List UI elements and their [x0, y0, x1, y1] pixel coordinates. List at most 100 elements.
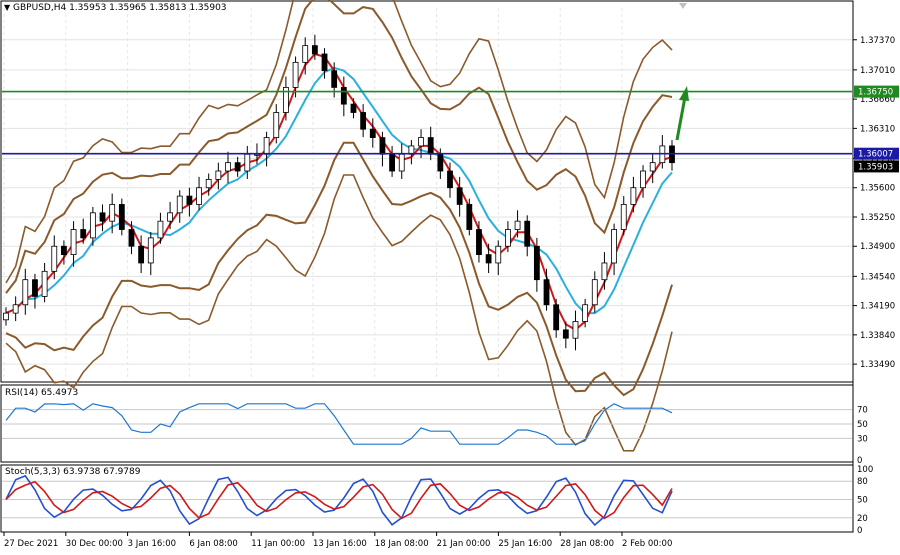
time-tick-label: 11 Jan 00:00 — [251, 539, 305, 549]
candles — [3, 34, 675, 351]
stoch-tick-label: 20 — [857, 514, 868, 524]
up-arrow-icon — [675, 86, 689, 141]
candle — [620, 196, 627, 236]
rsi-tick-label: 50 — [857, 420, 868, 430]
rsi-tick-label: 0 — [857, 456, 862, 466]
candle — [669, 140, 675, 171]
candle — [649, 154, 656, 184]
stoch-tick-label: 100 — [857, 465, 873, 475]
candle — [51, 235, 58, 280]
time-tick-label: 28 Jan 08:00 — [560, 539, 614, 549]
candle — [582, 298, 589, 328]
candle — [176, 190, 183, 223]
candle — [360, 104, 367, 138]
time-tick-label: 25 Jan 16:00 — [498, 539, 552, 549]
candle — [215, 162, 222, 190]
candle — [70, 221, 77, 267]
time-tick-label: 30 Dec 00:00 — [66, 539, 123, 549]
candle — [186, 187, 193, 217]
candle — [302, 37, 309, 75]
candle — [273, 104, 280, 144]
stoch-tick-label: 50 — [857, 496, 868, 506]
candle — [41, 262, 48, 303]
candle — [466, 198, 473, 236]
symbol-timeframe: GBPUSD,H4 — [13, 3, 67, 13]
time-tick-label: 27 Dec 2021 — [4, 539, 58, 549]
price-tick-label: 1.37010 — [860, 66, 895, 76]
candle — [505, 221, 511, 253]
rsi-tick-label: 70 — [857, 406, 868, 416]
candle — [321, 48, 328, 79]
candle — [408, 140, 415, 165]
candle — [283, 76, 289, 121]
candle — [398, 143, 405, 179]
candle — [601, 252, 608, 290]
price-tick-label: 1.37370 — [860, 36, 895, 46]
price-tick-label: 1.35250 — [860, 213, 895, 223]
candle — [640, 165, 646, 198]
stoch-label: Stoch(5,3,3) 63.9738 67.9789 — [5, 467, 141, 477]
svg-text:1.35903: 1.35903 — [858, 162, 893, 172]
bollinger-bands — [5, 0, 673, 452]
candle — [118, 198, 125, 236]
candle — [340, 76, 347, 117]
time-tick-label: 6 Jan 08:00 — [189, 539, 237, 549]
shift-marker-icon[interactable] — [679, 3, 687, 9]
candle — [80, 218, 87, 244]
candle — [476, 221, 482, 263]
candle — [22, 268, 29, 315]
candle — [205, 173, 212, 196]
price-tick-label: 1.34190 — [860, 302, 895, 312]
stoch-d-line — [5, 480, 673, 520]
candle — [427, 126, 434, 161]
candle — [611, 223, 617, 276]
candle — [225, 151, 231, 184]
bollinger-upper-band — [5, 0, 673, 294]
stoch-tick-label: 0 — [857, 526, 862, 536]
candle — [109, 193, 116, 234]
rsi-line — [5, 403, 673, 445]
time-tick-label: 21 Jan 00:00 — [437, 539, 491, 549]
candle — [485, 243, 492, 273]
candle — [89, 206, 96, 246]
candle — [553, 298, 560, 338]
candle — [244, 145, 251, 179]
candle — [543, 268, 550, 311]
grid — [2, 8, 852, 380]
time-tick-label: 3 Jan 16:00 — [128, 539, 176, 549]
candle — [524, 215, 531, 257]
candle — [447, 162, 453, 198]
main-pane-frame — [0, 0, 854, 383]
candle — [495, 240, 502, 276]
time-tick-label: 18 Jan 08:00 — [375, 539, 429, 549]
bollinger-outer-lower — [5, 174, 673, 452]
rsi-tick-label: 30 — [857, 434, 868, 444]
price-badge: 1.36750 — [854, 85, 899, 98]
price-tick-label: 1.36660 — [860, 95, 895, 105]
price-axis: 1.373701.370101.366601.363101.359501.356… — [853, 36, 899, 370]
price-tick-label: 1.33490 — [860, 360, 895, 370]
price-tick-label: 1.33840 — [860, 331, 895, 341]
horizontal-lines — [2, 90, 852, 155]
price-tick-label: 1.35600 — [860, 184, 895, 194]
candle — [456, 176, 463, 217]
time-tick-label: 2 Feb 00:00 — [622, 539, 672, 549]
candle — [591, 271, 598, 313]
candle — [167, 201, 173, 230]
price-badge: 1.36007 — [854, 147, 899, 160]
candle — [311, 34, 318, 60]
moving-averages — [5, 52, 673, 332]
candle — [99, 204, 106, 232]
stoch-k-line — [5, 474, 673, 527]
svg-text:1.36007: 1.36007 — [858, 150, 893, 160]
candle — [350, 98, 357, 119]
rsi-label: RSI(14) 65.4973 — [5, 388, 79, 398]
candle — [533, 237, 540, 292]
price-badge: 1.35903 — [854, 160, 899, 173]
ma-fast-line — [5, 52, 673, 332]
svg-text:1.36750: 1.36750 — [858, 88, 893, 98]
candle — [138, 235, 145, 273]
candle — [128, 221, 135, 255]
time-axis: 27 Dec 2021 30 Dec 00:00 3 Jan 16:00 6 Jan … — [3, 532, 672, 549]
